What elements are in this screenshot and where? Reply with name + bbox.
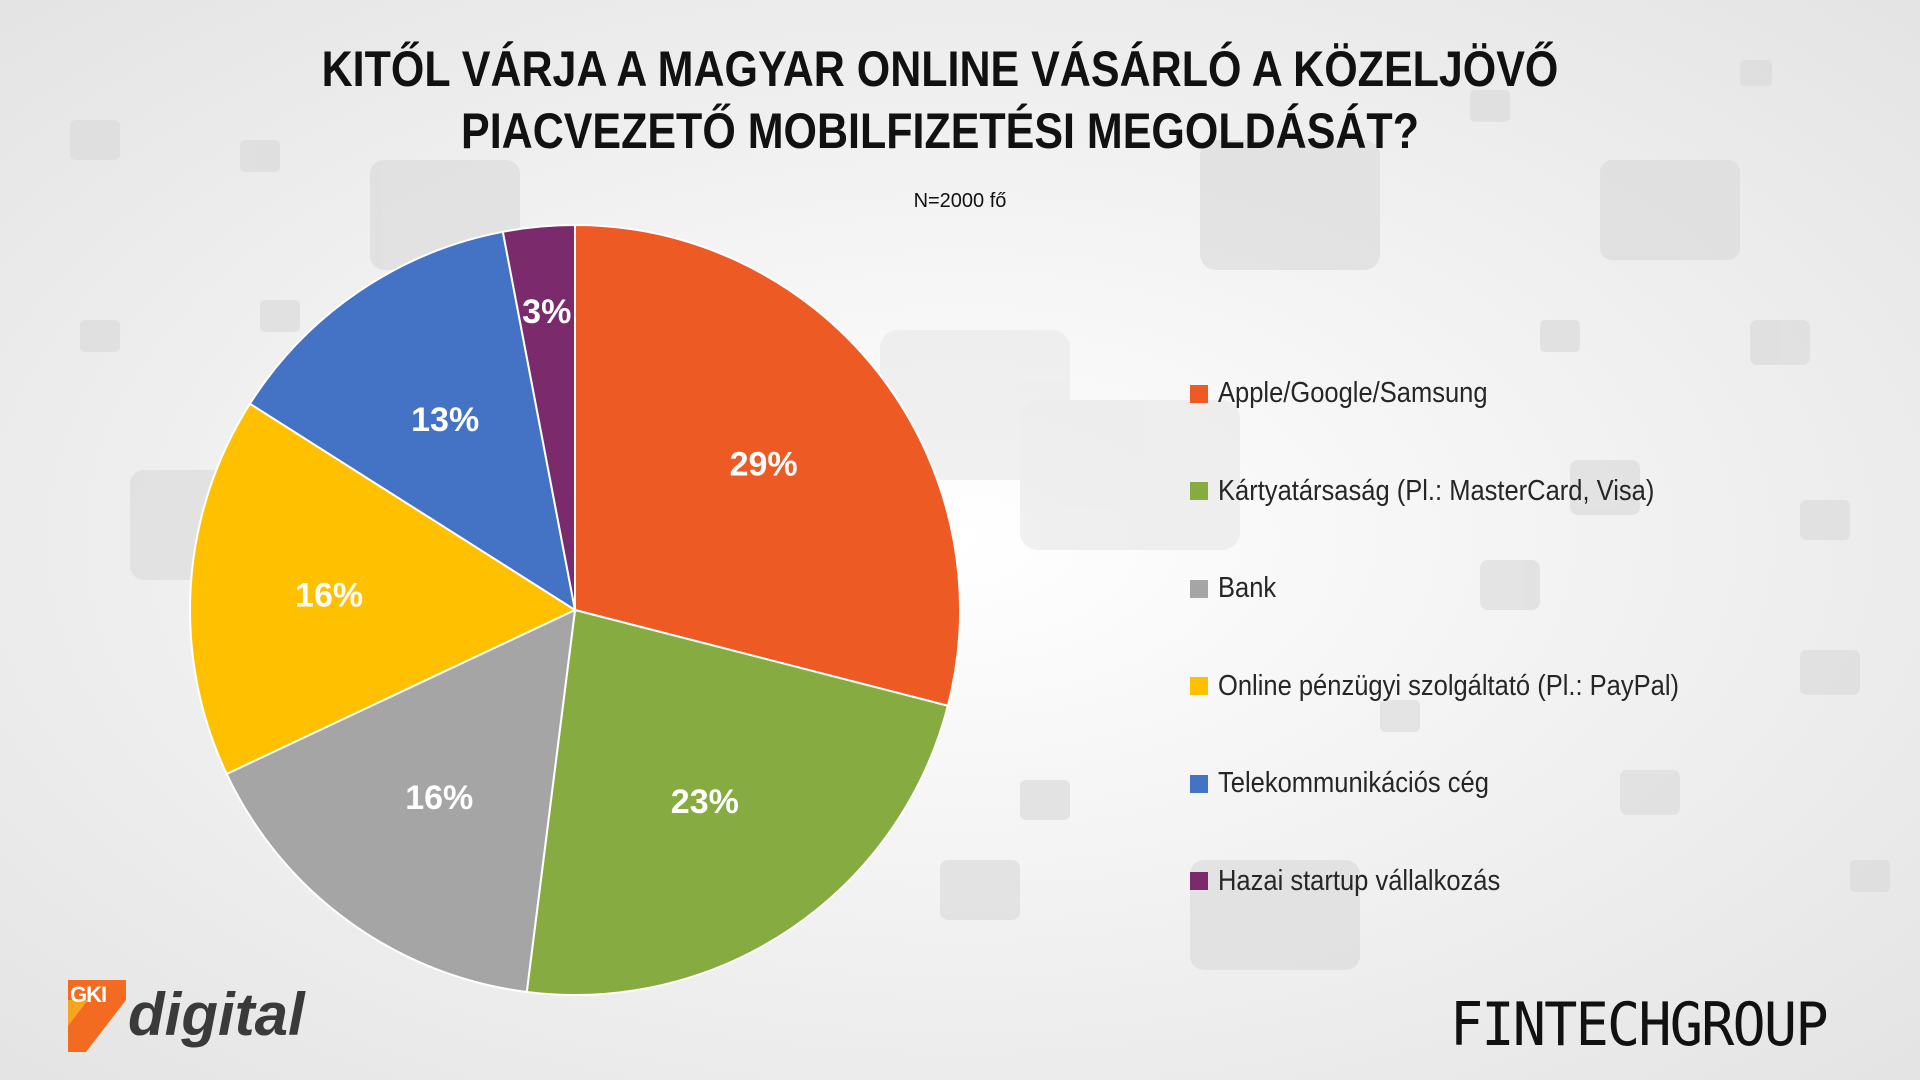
legend-item: Hazai startup vállalkozás: [1190, 833, 1890, 931]
legend-label: Kártyatársaság (Pl.: MasterCard, Visa): [1218, 474, 1655, 507]
pie-slice-3: [225, 608, 577, 994]
legend-item: Apple/Google/Samsung: [1190, 345, 1890, 443]
pie-slice-6: [501, 223, 576, 611]
gki-word-text: digital: [128, 981, 305, 1048]
pie-slice-2: [525, 608, 950, 996]
pie-slice-4: [189, 402, 578, 776]
pie-slice-1: [574, 223, 961, 707]
page-title: KITŐL VÁRJA A MAGYAR ONLINE VÁSÁRLÓ A KÖ…: [269, 38, 1611, 162]
sample-size-note: N=2000 fő: [913, 190, 1007, 212]
legend-swatch: [1190, 774, 1208, 793]
legend-item: Bank: [1190, 540, 1890, 638]
legend-item: Online pénzügyi szolgáltató (Pl.: PayPal…: [1190, 638, 1890, 736]
gki-mark-icon: [68, 980, 126, 1052]
legend-swatch: [1190, 872, 1208, 891]
gki-mark-text: GKI: [70, 982, 107, 1007]
chart-legend: Apple/Google/Samsung Kártyatársaság (Pl.:…: [1190, 345, 1890, 930]
legend-label: Hazai startup vállalkozás: [1218, 864, 1501, 897]
title-line-1: KITŐL VÁRJA A MAGYAR ONLINE VÁSÁRLÓ A KÖ…: [321, 41, 1559, 97]
legend-label: Bank: [1218, 572, 1277, 605]
legend-swatch: [1190, 579, 1208, 598]
pie-slice-5: [248, 230, 577, 613]
legend-swatch: [1190, 384, 1208, 403]
pie-slice-label-3: 16%: [405, 779, 473, 817]
legend-label: Telekommunikációs cég: [1218, 767, 1489, 800]
title-line-2: PIACVEZETŐ MOBILFIZETÉSI MEGOLDÁSÁT?: [461, 103, 1419, 159]
legend-item: Telekommunikációs cég: [1190, 735, 1890, 833]
pie-slice-label-4: 16%: [295, 577, 363, 615]
legend-swatch: [1190, 482, 1208, 501]
gki-digital-logo: GKI digital: [68, 980, 328, 1060]
legend-label: Online pénzügyi szolgáltató (Pl.: PayPal…: [1218, 669, 1680, 702]
pie-slice-label-6: 3%: [522, 293, 571, 331]
legend-swatch: [1190, 677, 1208, 696]
legend-label: Apple/Google/Samsung: [1218, 377, 1488, 410]
pie-slice-label-2: 23%: [671, 783, 739, 821]
pie-slice-label-5: 13%: [411, 401, 479, 439]
pie-slice-label-1: 29%: [730, 446, 798, 484]
fintechgroup-logo: FINTECHGROUP: [1450, 990, 1829, 1060]
legend-item: Kártyatársaság (Pl.: MasterCard, Visa): [1190, 443, 1890, 541]
